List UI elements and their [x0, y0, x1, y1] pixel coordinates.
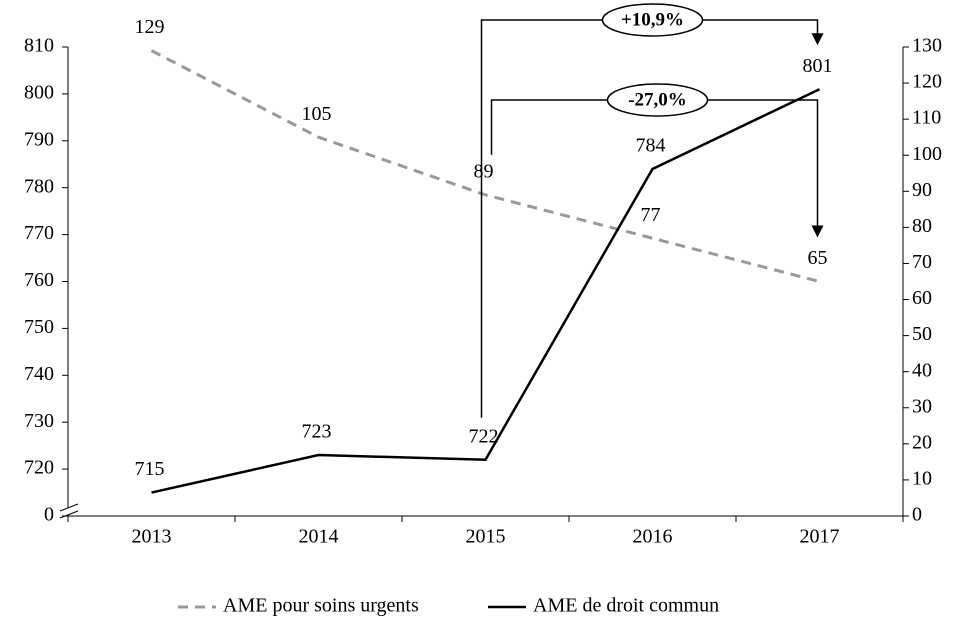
- y2-tick-label: 50: [912, 323, 932, 345]
- y2-tick-label: 100: [912, 143, 942, 165]
- axis-break: [59, 503, 79, 512]
- x-tick-label: 2017: [800, 526, 840, 548]
- y2-tick-label: 90: [912, 179, 932, 201]
- y-tick-label: 800: [24, 81, 54, 103]
- y2-tick-label: 20: [912, 431, 932, 453]
- annotation: -27,0%: [628, 89, 687, 110]
- y2-tick-label: 40: [912, 359, 932, 381]
- y2-tick-label: 10: [912, 468, 932, 490]
- y2-tick-label: 120: [912, 71, 942, 93]
- annotation-box: [601, 3, 704, 37]
- y-tick-label: 730: [24, 410, 54, 432]
- annotation-box: [606, 83, 709, 117]
- y2-tick-label: 70: [912, 251, 932, 273]
- data-label: 723: [302, 421, 332, 443]
- legend-label: AME de droit commun: [533, 595, 719, 617]
- data-label: 89: [474, 161, 494, 183]
- line-series: [150, 49, 820, 283]
- data-label: 715: [135, 458, 165, 480]
- line-series: [151, 88, 821, 494]
- legend-label: AME pour soins urgents: [223, 595, 419, 617]
- data-label: 722: [469, 425, 499, 447]
- y-tick-label: 750: [24, 316, 54, 338]
- x-tick-label: 2016: [633, 526, 673, 548]
- y-tick-label: 720: [24, 457, 54, 479]
- y2-tick-label: 130: [912, 35, 942, 57]
- data-label: 77: [641, 204, 661, 226]
- y-tick-label: 740: [24, 363, 54, 385]
- arrow-head: [811, 225, 824, 238]
- y2-tick-label: 60: [912, 287, 932, 309]
- y-tick-label: 0: [44, 504, 54, 526]
- data-label: 801: [803, 55, 833, 77]
- x-tick-label: 2013: [132, 526, 172, 548]
- y-tick-label: 810: [24, 35, 54, 57]
- x-tick-label: 2014: [299, 526, 339, 548]
- y2-tick-label: 80: [912, 215, 932, 237]
- arrow-head: [811, 33, 824, 46]
- data-label: 105: [302, 103, 332, 125]
- data-label: 129: [135, 16, 165, 38]
- y2-tick-label: 110: [912, 107, 941, 129]
- y-tick-label: 760: [24, 269, 54, 291]
- y-tick-label: 780: [24, 175, 54, 197]
- y2-tick-label: 30: [912, 395, 932, 417]
- x-tick-label: 2015: [466, 526, 506, 548]
- annotation: +10,9%: [621, 9, 684, 30]
- data-label: 784: [636, 135, 666, 157]
- axis-break: [59, 510, 79, 519]
- data-label: 65: [808, 247, 828, 269]
- y-tick-label: 770: [24, 222, 54, 244]
- y-tick-label: 790: [24, 128, 54, 150]
- y2-tick-label: 0: [912, 504, 922, 526]
